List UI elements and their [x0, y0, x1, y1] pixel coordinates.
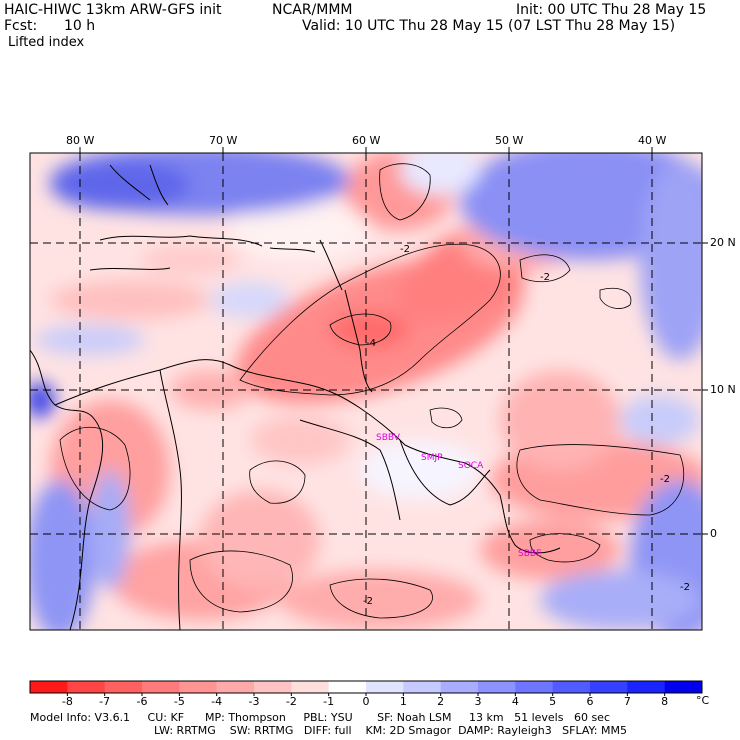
valid-time: Valid: 10 UTC Thu 28 May 15 (07 LST Thu …	[302, 18, 676, 34]
colorbar-tick-label: 0	[362, 695, 370, 708]
contour-label: -2	[680, 582, 690, 593]
forecast-label: Fcst:	[4, 18, 38, 34]
colorbar-tick-label: -5	[173, 695, 185, 708]
colorbar-tick-label: -8	[61, 695, 73, 708]
contour-label: -2	[363, 596, 373, 607]
lifted-index-shading: -4 -2 -2 -2 -2 -2 SBBV SMJP SOCA SBBE	[30, 153, 702, 630]
colorbar-tick-label: -3	[248, 695, 260, 708]
station-sbbe: SBBE	[518, 549, 542, 559]
colorbar-tick-label: 8	[661, 695, 669, 708]
lat-label: 0	[710, 527, 717, 540]
model-info-line1: Model Info: V3.6.1 CU: KF MP: Thompson P…	[30, 711, 610, 724]
lat-label: 10 N	[710, 383, 736, 396]
lifted-index-contours	[59, 163, 685, 619]
colorbar-tick-label: -6	[136, 695, 148, 708]
station-soca: SOCA	[458, 461, 484, 471]
colorbar-swatch	[515, 681, 554, 693]
colorbar-swatch	[254, 681, 292, 693]
contour-label: -2	[540, 272, 550, 283]
colorbar-tick-label: 7	[623, 695, 631, 708]
colorbar-tick-label: 4	[511, 695, 519, 708]
lon-label: 80 W	[66, 134, 95, 147]
colorbar-swatch	[590, 681, 628, 693]
colorbar-swatch	[664, 681, 703, 693]
forecast-hour: 10 h	[64, 18, 96, 34]
colorbar-swatch	[104, 681, 143, 693]
colorbar	[29, 680, 703, 696]
org-label: NCAR/MMM	[272, 2, 353, 18]
field-name: Lifted index	[8, 35, 85, 50]
lon-label: 50 W	[495, 134, 524, 147]
contour-label: -2	[660, 474, 670, 485]
colorbar-unit: °C	[696, 694, 710, 707]
colorbar-swatch	[216, 681, 255, 693]
lat-label: 20 N	[710, 236, 736, 249]
contour-label: -4	[366, 338, 376, 349]
colorbar-tick-label: -1	[323, 695, 335, 708]
colorbar-swatch	[30, 681, 68, 693]
station-smjp: SMJP	[421, 453, 443, 463]
lon-label: 40 W	[638, 134, 667, 147]
station-markers: SBBV SMJP SOCA SBBE	[376, 433, 542, 559]
colorbar-swatch	[142, 681, 180, 693]
colorbar-tick-label: 6	[586, 695, 594, 708]
map-title: HAIC-HIWC 13km ARW-GFS init	[4, 2, 222, 18]
colorbar-tick-label: 2	[437, 695, 445, 708]
lat-lon-grid	[30, 153, 702, 630]
colorbar-swatch	[366, 681, 404, 693]
colorbar-tick-label: -2	[285, 695, 297, 708]
colorbar-tick-label: 1	[399, 695, 407, 708]
colorbar-swatch	[403, 681, 442, 693]
lon-label: 60 W	[352, 134, 381, 147]
colorbar-tick-label: 3	[474, 695, 482, 708]
colorbar-swatch	[478, 681, 516, 693]
colorbar-tick-label: -4	[211, 695, 223, 708]
lon-label: 70 W	[209, 134, 238, 147]
init-time: Init: 00 UTC Thu 28 May 15	[516, 2, 707, 18]
colorbar-swatch	[67, 681, 106, 693]
colorbar-swatch	[552, 681, 591, 693]
coastlines	[30, 164, 561, 630]
colorbar-swatch	[440, 681, 479, 693]
colorbar-tick-label: -7	[99, 695, 111, 708]
colorbar-swatch	[328, 681, 367, 693]
colorbar-swatch	[291, 681, 330, 693]
station-sbbv: SBBV	[376, 433, 401, 443]
colorbar-swatch	[627, 681, 666, 693]
colorbar-swatch	[179, 681, 218, 693]
model-info-line2: LW: RRTMG SW: RRTMG DIFF: full KM: 2D Sm…	[154, 724, 627, 737]
colorbar-tick-label: 5	[549, 695, 557, 708]
contour-label: -2	[400, 244, 410, 255]
